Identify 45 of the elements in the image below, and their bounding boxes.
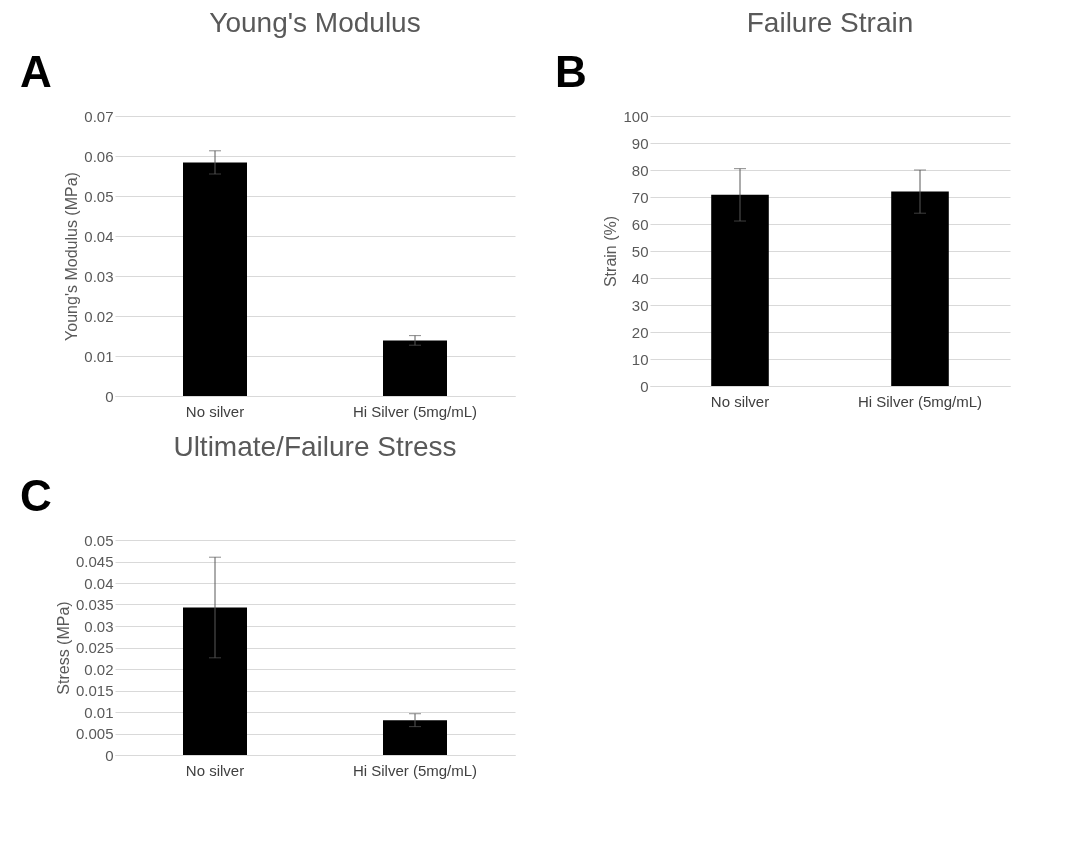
y-tick-label: 20 — [631, 323, 649, 341]
y-tick-label: 30 — [631, 296, 649, 314]
x-tick-label: No silver — [710, 392, 770, 410]
text: B — [555, 47, 587, 96]
y-tick-label: 0.015 — [75, 682, 114, 699]
y-tick-label: 0.01 — [84, 347, 114, 365]
y-axis-title: Young's Modulus (MPa) — [63, 172, 81, 341]
y-tick-label: 0.04 — [84, 574, 114, 592]
x-tick-label: Hi Silver (5mg/mL) — [352, 761, 478, 779]
y-tick-label: 0.06 — [84, 147, 114, 165]
chart-title: Ultimate/Failure Stress — [173, 431, 457, 462]
y-tick-label: 0.07 — [84, 107, 114, 125]
y-tick-label: 10 — [631, 350, 649, 368]
text: A — [20, 47, 52, 96]
y-tick-label: 50 — [631, 242, 649, 260]
chart-title: Young's Modulus — [209, 7, 421, 38]
y-tick-label: 0.035 — [75, 596, 114, 613]
y-tick-label: 0.03 — [84, 617, 114, 635]
y-tick-label: 0.02 — [84, 660, 114, 678]
x-tick-label: No silver — [185, 402, 245, 420]
y-tick-label: 0.03 — [84, 267, 114, 285]
y-tick-label: 0 — [105, 746, 114, 764]
y-tick-label: 90 — [631, 134, 649, 152]
x-tick-label: No silver — [185, 761, 245, 779]
y-tick-label: 0.01 — [84, 703, 114, 721]
y-tick-label: 70 — [631, 188, 649, 206]
y-tick-label: 0 — [640, 377, 649, 395]
y-tick-label: 0.04 — [84, 227, 114, 245]
y-tick-label: 0.05 — [84, 187, 114, 205]
y-tick-label: 0.025 — [75, 639, 114, 656]
y-tick-label: 80 — [631, 161, 649, 179]
y-axis-title: Strain (%) — [602, 215, 620, 288]
y-tick-label: 40 — [631, 269, 649, 287]
y-tick-label: 60 — [631, 215, 649, 233]
y-tick-label: 0.005 — [75, 725, 114, 742]
y-axis-title: Stress (MPa) — [54, 601, 72, 695]
y-tick-label: 100 — [623, 107, 649, 125]
x-tick-label: Hi Silver (5mg/mL) — [857, 392, 983, 410]
x-tick-label: Hi Silver (5mg/mL) — [352, 402, 478, 420]
chart-title: Failure Strain — [746, 7, 914, 38]
y-tick-label: 0.02 — [84, 307, 114, 325]
text: C — [20, 471, 52, 520]
y-tick-label: 0.05 — [84, 531, 114, 549]
y-tick-label: 0.045 — [75, 553, 114, 570]
y-tick-label: 0 — [105, 387, 114, 405]
